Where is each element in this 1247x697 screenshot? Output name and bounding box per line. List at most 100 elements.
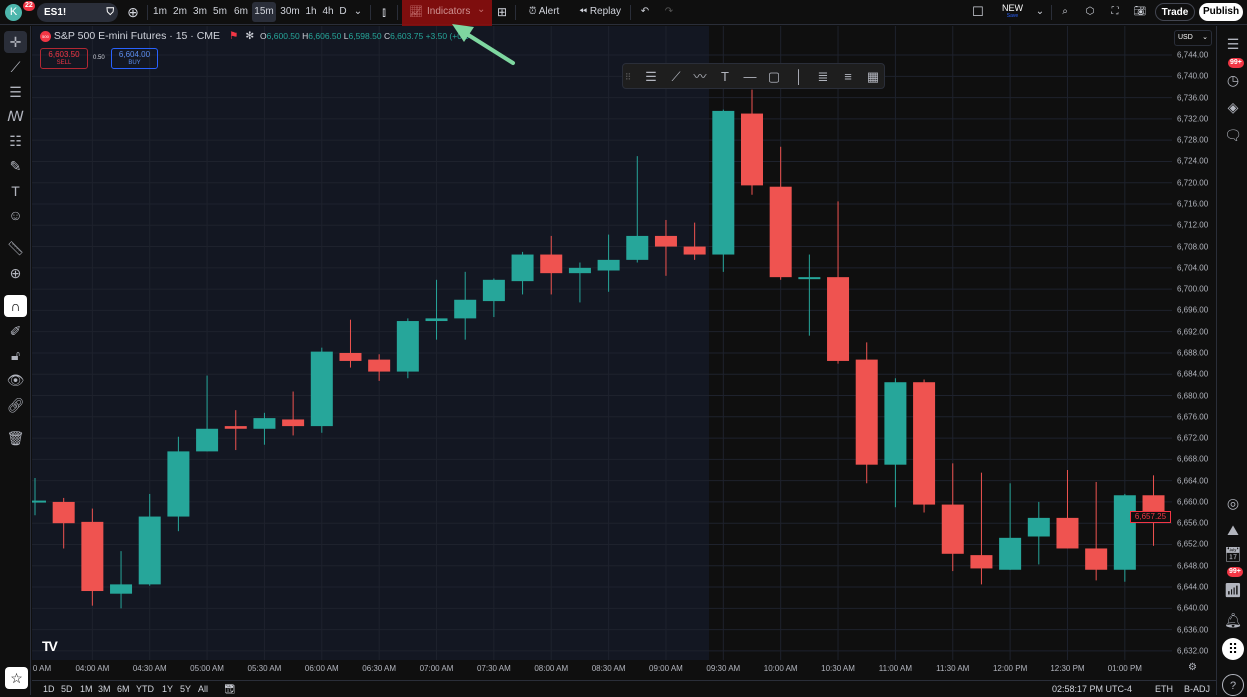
candle-10:00[interactable] — [769, 146, 792, 280]
currency-select[interactable]: USD ⌄ — [1174, 30, 1212, 46]
sticker-smile-icon[interactable]: ☺ — [8, 207, 23, 223]
lock-all-icon[interactable]: 🔓︎ — [10, 347, 21, 363]
range-all[interactable]: All — [198, 684, 209, 694]
candle-06:45[interactable] — [396, 318, 419, 379]
trade-button[interactable]: Trade — [1155, 3, 1195, 21]
publish-button[interactable]: Publish — [1199, 3, 1243, 21]
candle-07:15[interactable] — [454, 271, 477, 340]
chart-type-candles-icon[interactable]: ⫾ — [382, 5, 386, 19]
candle-09:30[interactable] — [712, 109, 735, 272]
candle-08:30[interactable] — [597, 234, 620, 292]
date-range-calendar-icon[interactable]: 📆︎ — [224, 684, 236, 694]
quick-search-icon[interactable]: ⌕ — [1062, 6, 1068, 17]
parallel-channel-icon[interactable]: ≣ — [817, 69, 829, 84]
interval-5m[interactable]: 5m — [213, 6, 227, 17]
interval-D[interactable]: D — [339, 6, 347, 17]
watchlist-icon[interactable]: ☰ — [1226, 36, 1240, 52]
regression-icon[interactable]: ≡ — [844, 69, 852, 84]
calendar-icon[interactable]: 📅︎ — [1224, 546, 1242, 562]
alerts-clock-icon[interactable]: ◷ — [1226, 72, 1240, 88]
fullscreen-icon[interactable]: ⛶ — [1111, 6, 1119, 17]
apps-grid-icon[interactable]: ⠿ — [1222, 638, 1244, 660]
favorites-star-icon[interactable]: ☆ — [5, 667, 28, 689]
range-6m[interactable]: 6M — [117, 684, 130, 694]
trend-line-icon[interactable]: ⟋ — [671, 69, 681, 84]
grid-table-icon[interactable]: ▦ — [866, 69, 880, 84]
candle-03:45[interactable] — [52, 497, 75, 549]
notifications-bell-icon[interactable]: 🔔︎ — [1224, 612, 1242, 628]
candle-11:15[interactable] — [913, 379, 936, 513]
interval-6m[interactable]: 6m — [234, 6, 248, 17]
layout-square-icon[interactable]: ☐ — [972, 4, 984, 19]
drag-handle-icon[interactable]: ⠿ — [624, 72, 632, 82]
candle-08:45[interactable] — [626, 156, 649, 263]
lock-drawing-icon[interactable]: ✐ — [9, 323, 22, 339]
buy-button[interactable]: 6,604.00 BUY — [111, 48, 158, 69]
settings-gear-icon[interactable]: ⬡ — [1085, 6, 1095, 17]
crosshair-icon[interactable]: ✛ — [4, 31, 27, 53]
camera-snapshot-icon[interactable]: 📷︎ — [1133, 6, 1147, 17]
range-5d[interactable]: 5D — [61, 684, 73, 694]
candle-09:45[interactable] — [741, 89, 763, 195]
alert-button[interactable]: ⏰︎ Alert — [523, 2, 565, 22]
layout-save-button[interactable]: NEW Save — [1000, 3, 1025, 19]
avatar[interactable]: K — [5, 4, 22, 21]
candle-07:45[interactable] — [511, 251, 534, 295]
eye-hide-icon[interactable]: 👁︎ — [6, 372, 25, 388]
layers-icon[interactable]: ◈ — [1227, 99, 1239, 115]
target-icon[interactable]: ◎ — [1226, 495, 1240, 511]
magnet-icon[interactable]: ∩ — [4, 295, 27, 317]
interval-1h[interactable]: 1h — [305, 6, 317, 17]
sell-button[interactable]: 6,603.50 SELL — [40, 48, 88, 69]
brush-icon[interactable]: ✎ — [9, 158, 22, 174]
price-chart[interactable] — [32, 26, 1172, 660]
range-ytd[interactable]: YTD — [136, 684, 154, 694]
redo-icon[interactable]: ↷ — [664, 6, 674, 17]
candle-05:15[interactable] — [224, 410, 247, 451]
layout-dropdown-icon[interactable]: ⌄ — [1035, 6, 1045, 17]
candle-04:30[interactable] — [138, 493, 161, 586]
interval-2m[interactable]: 2m — [173, 6, 187, 17]
price-axis[interactable]: USD ⌄ ⚙ — [1172, 26, 1216, 678]
range-5y[interactable]: 5Y — [180, 684, 192, 694]
horizontal-lines-icon[interactable]: ☰ — [645, 69, 657, 84]
candle-05:00[interactable] — [196, 375, 219, 452]
candle-08:15[interactable] — [568, 262, 591, 303]
range-1d[interactable]: 1D — [43, 684, 55, 694]
flag-icon[interactable]: ⚑ — [228, 30, 239, 42]
candle-07:00[interactable] — [425, 279, 448, 340]
pattern-icon[interactable]: ꟿ — [7, 108, 24, 124]
candle-11:45[interactable] — [970, 472, 993, 585]
symbol-title[interactable]: S&P 500 E-mini Futures · 15 · CME — [53, 30, 221, 42]
interval-30m[interactable]: 30m — [280, 6, 300, 17]
link-icon[interactable]: 🔗︎ — [6, 397, 25, 413]
candle-09:15[interactable] — [683, 222, 706, 260]
range-1y[interactable]: 1Y — [162, 684, 174, 694]
interval-15m[interactable]: 15m — [252, 2, 276, 22]
rectangle-icon[interactable]: ▢ — [767, 69, 781, 84]
candle-03:30[interactable] — [32, 477, 46, 516]
candle-10:30[interactable] — [827, 201, 850, 364]
trend-line-icon[interactable]: ⟋ — [10, 59, 21, 75]
candle-11:30[interactable] — [941, 463, 964, 572]
candle-12:30[interactable] — [1056, 470, 1079, 549]
zoom-in-icon[interactable]: ⊕ — [9, 265, 22, 281]
text-icon[interactable]: T — [721, 69, 729, 84]
templates-grid-icon[interactable]: ⊞ — [496, 5, 508, 19]
candle-05:45[interactable] — [282, 391, 305, 436]
adjustment-toggle[interactable]: B-ADJ — [1184, 684, 1211, 694]
candle-05:30[interactable] — [253, 412, 276, 445]
trash-icon[interactable]: 🗑︎ — [6, 430, 25, 446]
interval-dropdown-icon[interactable]: ⌄ — [353, 6, 363, 17]
polyline-icon[interactable]: 〰 — [693, 69, 707, 84]
vertical-line-icon[interactable]: │ — [794, 69, 804, 84]
undo-icon[interactable]: ↶ — [640, 6, 650, 17]
range-3m[interactable]: 3M — [98, 684, 111, 694]
interval-3m[interactable]: 3m — [193, 6, 207, 17]
candle-13:00[interactable] — [1113, 493, 1136, 582]
clock[interactable]: 02:58:17 PM UTC-4 — [1052, 684, 1133, 694]
horizontal-ray-icon[interactable]: — — [743, 69, 757, 84]
replay-button[interactable]: ⏪︎ Replay — [575, 2, 625, 22]
candle-10:45[interactable] — [855, 342, 878, 484]
session-toggle[interactable]: ETH — [1155, 684, 1173, 694]
